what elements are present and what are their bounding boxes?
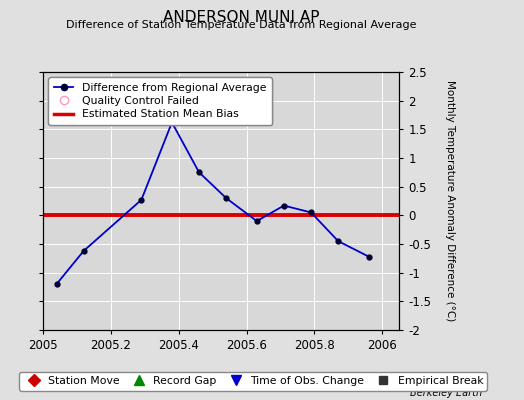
Text: Difference of Station Temperature Data from Regional Average: Difference of Station Temperature Data f… (66, 20, 416, 30)
Y-axis label: Monthly Temperature Anomaly Difference (°C): Monthly Temperature Anomaly Difference (… (445, 80, 455, 322)
Legend: Station Move, Record Gap, Time of Obs. Change, Empirical Break: Station Move, Record Gap, Time of Obs. C… (18, 372, 487, 390)
Legend: Difference from Regional Average, Quality Control Failed, Estimated Station Mean: Difference from Regional Average, Qualit… (48, 78, 272, 125)
Text: Berkeley Earth: Berkeley Earth (410, 388, 482, 398)
Text: ANDERSON MUNI AP: ANDERSON MUNI AP (163, 10, 319, 25)
